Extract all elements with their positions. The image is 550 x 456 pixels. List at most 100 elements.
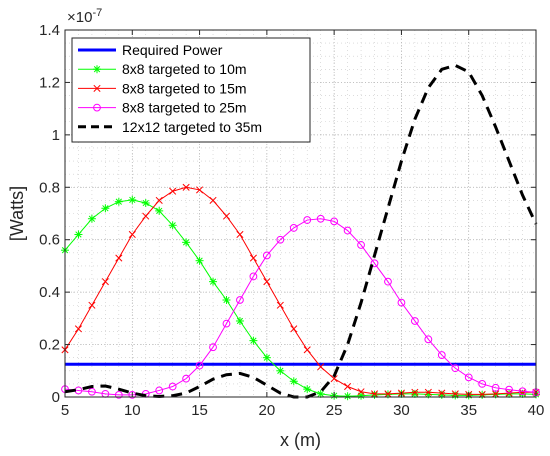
x-tick-label: 30 <box>393 402 410 419</box>
data-point <box>115 254 123 262</box>
data-point <box>74 230 83 239</box>
legend-label-0: Required Power <box>122 42 223 58</box>
data-point <box>101 278 109 286</box>
data-point <box>236 296 244 304</box>
data-point <box>101 204 110 213</box>
data-point <box>384 390 392 398</box>
data-point <box>357 391 366 400</box>
data-point <box>182 238 191 247</box>
data-point <box>384 277 392 286</box>
data-point <box>209 343 217 352</box>
data-point <box>249 336 258 345</box>
data-point <box>491 383 500 392</box>
exponent-power: -7 <box>92 7 102 19</box>
data-point <box>303 216 312 224</box>
data-point <box>437 390 446 399</box>
exponent-base: ×10 <box>67 9 92 26</box>
plot-frame <box>64 29 537 398</box>
series-line-2 <box>64 186 536 395</box>
data-point <box>276 235 285 244</box>
data-point <box>93 65 101 74</box>
data-point <box>114 197 123 206</box>
data-point <box>276 366 285 375</box>
data-point <box>451 364 460 373</box>
x-tick-label: 10 <box>124 402 141 419</box>
x-axis-label: x (m) <box>280 430 321 450</box>
axis-ticks: 5 10 15 20 25 30 35 40 0 0.2 0.4 0.6 0.8 1 1.2 1.4 <box>39 22 544 419</box>
data-point <box>424 388 432 396</box>
data-point <box>88 301 96 309</box>
x-tick-label: 35 <box>460 402 477 419</box>
data-point <box>155 386 164 395</box>
data-point <box>290 325 298 333</box>
data-point <box>249 254 257 262</box>
legend-label-3: 8x8 targeted to 25m <box>122 100 247 116</box>
y-tick-label: 0.6 <box>39 232 60 249</box>
series-line-4 <box>64 63 538 399</box>
data-point <box>437 351 446 359</box>
data-point <box>74 325 83 333</box>
data-point <box>87 214 96 223</box>
data-point <box>451 391 460 400</box>
data-point <box>195 361 204 370</box>
data-point <box>478 379 487 388</box>
legend-label-2: 8x8 targeted to 15m <box>122 80 247 96</box>
x-tick-label: 5 <box>61 402 69 419</box>
data-point <box>357 241 365 249</box>
data-point <box>182 183 190 191</box>
data-point <box>303 385 312 394</box>
data-point <box>114 391 123 399</box>
data-point <box>518 387 527 396</box>
data-point <box>505 385 513 394</box>
data-point <box>262 251 271 260</box>
data-point <box>141 199 150 208</box>
data-point <box>451 390 459 398</box>
data-point <box>316 214 325 223</box>
legend-label-4: 12x12 targeted to 35m <box>122 119 262 135</box>
data-point <box>263 278 271 286</box>
data-point <box>93 84 101 92</box>
data-point <box>249 272 258 281</box>
data-point <box>370 390 379 398</box>
data-point <box>142 212 150 220</box>
series-markers-3 <box>61 214 540 399</box>
data-point <box>93 103 101 112</box>
data-point <box>209 277 218 286</box>
y-tick-label: 0.8 <box>39 179 60 196</box>
data-point <box>370 390 379 399</box>
data-point <box>357 388 365 396</box>
y-scale-exponent: ×10-7 <box>67 7 102 26</box>
data-point <box>303 346 311 354</box>
data-point <box>168 382 177 391</box>
data-point <box>424 335 433 344</box>
y-tick-label: 0 <box>52 389 60 406</box>
series-layer <box>61 63 540 401</box>
data-point <box>236 230 244 239</box>
data-point <box>155 206 164 215</box>
y-tick-label: 0.2 <box>39 337 60 354</box>
y-tick-label: 1 <box>52 127 60 144</box>
data-point <box>222 319 231 328</box>
data-point <box>410 317 419 325</box>
data-point <box>196 186 204 194</box>
series-markers-2 <box>61 183 540 398</box>
x-tick-label: 40 <box>528 402 545 419</box>
y-tick-label: 1.2 <box>39 74 60 91</box>
data-point <box>168 221 177 230</box>
data-point <box>411 388 419 396</box>
data-point <box>235 316 244 325</box>
data-point <box>397 298 406 307</box>
data-point <box>343 392 352 401</box>
legend: Required Power 8x8 targeted to 10m 8x8 tar… <box>71 37 311 143</box>
data-point <box>128 195 137 204</box>
data-point <box>344 382 352 391</box>
x-tick-label: 20 <box>259 402 276 419</box>
data-point <box>317 363 325 371</box>
data-point <box>492 390 500 398</box>
legend-label-1: 8x8 targeted to 10m <box>122 61 247 77</box>
data-point <box>464 373 473 382</box>
y-axis-label: [Watts] <box>7 186 27 241</box>
y-tick-label: 1.4 <box>39 22 60 39</box>
data-point <box>370 259 379 268</box>
